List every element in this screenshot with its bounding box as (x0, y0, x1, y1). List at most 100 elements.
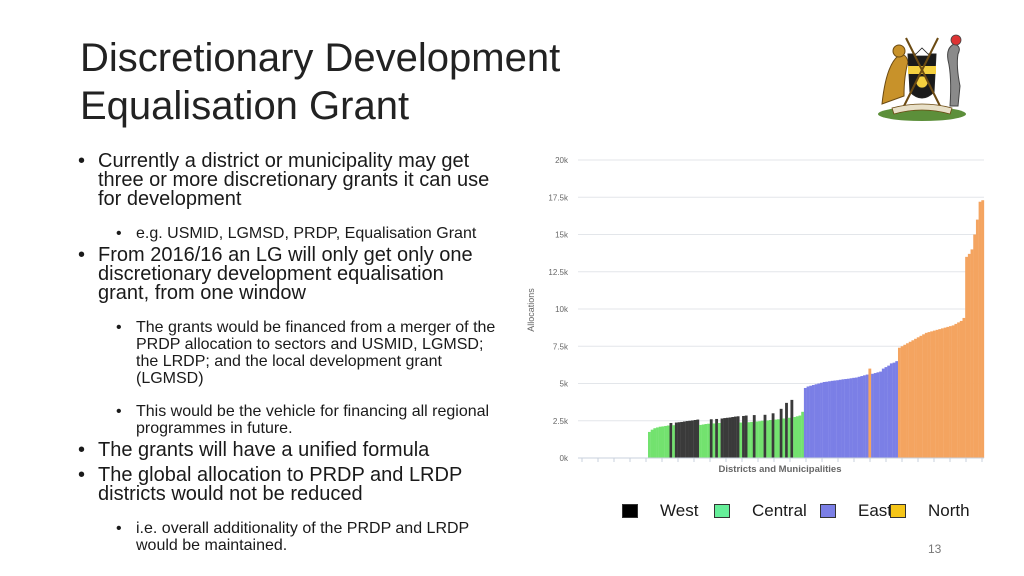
bar-east (822, 382, 826, 458)
bar-central (766, 420, 770, 458)
bar-east (884, 367, 888, 458)
bar-east (865, 374, 869, 458)
bar-east (881, 368, 885, 458)
bar-east (833, 380, 837, 458)
bar-north (981, 200, 985, 459)
bar-east (854, 377, 858, 458)
sub-bullet-4-1: i.e. overall additionality of the PRDP a… (116, 520, 498, 554)
bar-central (699, 424, 702, 458)
bar-west (744, 415, 748, 458)
bar-west (785, 402, 788, 458)
bar-north (927, 332, 931, 458)
legend-swatch-west (622, 504, 638, 518)
bar-north (906, 343, 909, 458)
sub-bullet-2-1: The grants would be financed from a merg… (116, 319, 498, 387)
bar-west (680, 421, 684, 458)
bar-west (696, 419, 700, 458)
bar-west (771, 413, 775, 458)
bar-north (975, 219, 979, 458)
y-tick-label: 17.5k (548, 193, 569, 202)
legend-label-north: North (928, 501, 970, 520)
bar-east (873, 373, 877, 458)
bar-central (750, 421, 753, 458)
bar-west (790, 399, 794, 458)
coat-of-arms-emblem (878, 34, 966, 121)
bar-central (758, 421, 762, 458)
bar-east (876, 372, 880, 458)
bar-north (954, 323, 958, 458)
y-tick-label: 20k (555, 156, 569, 165)
bar-north (919, 335, 923, 458)
bar-west (688, 420, 692, 458)
bar-central (672, 425, 676, 458)
bar-west (731, 417, 735, 458)
x-axis-label: Districts and Municipalities (719, 464, 842, 475)
bar-west (734, 416, 737, 458)
bar-central (712, 423, 716, 458)
bar-north (897, 347, 901, 458)
y-tick-label: 12.5k (548, 268, 569, 277)
bar-north (943, 327, 947, 459)
bar-north (900, 346, 904, 458)
x-axis-tick-marks (581, 458, 983, 462)
bar-central (707, 423, 710, 458)
bar-north (940, 328, 944, 458)
bar-central (782, 418, 786, 458)
bar-north (903, 344, 907, 458)
y-tick-label: 0k (560, 454, 569, 463)
slide-title-line-2: Equalisation Grant (80, 84, 410, 128)
page-number: 13 (928, 542, 942, 556)
bar-central (774, 419, 778, 458)
bar-east (841, 379, 845, 458)
bar-west (685, 421, 689, 458)
bar-east (825, 381, 829, 458)
bar-east (803, 387, 807, 458)
bar-north (962, 317, 966, 458)
bar-central (760, 420, 764, 458)
bar-north (959, 320, 963, 458)
allocation-bar-chart: 0k 2.5k 5k 7.5k 10k 12.5k 15k 17.5k 20k Allocati… (526, 156, 985, 475)
bar-west (669, 422, 673, 458)
bar-east (844, 379, 848, 458)
bar-central (701, 424, 705, 458)
bar-east (849, 378, 853, 458)
bar-east (838, 379, 842, 458)
bar-east (820, 382, 823, 458)
bar-east (889, 363, 893, 458)
bar-east (871, 373, 874, 458)
bar-central (755, 421, 759, 458)
bar-west (677, 422, 681, 458)
bar-west (723, 418, 727, 458)
bar-west (720, 418, 724, 458)
bullet-4: The global allocation to PRDP and LRDP d… (78, 465, 498, 504)
bullet-1: Currently a district or municipality may… (78, 151, 498, 209)
bar-central (666, 425, 670, 458)
bar-east (828, 381, 831, 458)
bar-central (795, 416, 799, 458)
legend-swatch-central (714, 504, 730, 518)
y-tick-label: 15k (555, 231, 569, 240)
bar-west (682, 421, 686, 458)
bar-east (817, 383, 821, 458)
y-axis-label: Allocations (526, 288, 536, 332)
bar-central (704, 424, 708, 458)
bar-north (957, 322, 960, 458)
bar-west (763, 414, 767, 458)
bar-west (693, 420, 697, 458)
bar-east (887, 365, 891, 458)
bar-north (951, 325, 955, 458)
legend-swatch-north (890, 504, 906, 518)
y-axis-tick-labels: 0k 2.5k 5k 7.5k 10k 12.5k 15k 17.5k 20k (548, 156, 569, 463)
y-tick-label: 5k (560, 380, 569, 389)
bar-north (908, 341, 912, 458)
y-tick-label: 10k (555, 305, 569, 314)
bar-north (914, 338, 917, 458)
bar-central (787, 417, 791, 458)
bar-east (836, 380, 839, 458)
bar-north (970, 249, 974, 458)
bar-central (656, 427, 659, 458)
bar-east (809, 385, 813, 458)
bar-central (664, 425, 667, 458)
sub-bullet-2-2: This would be the vehicle for financing … (116, 403, 498, 437)
bar-west (742, 415, 745, 458)
